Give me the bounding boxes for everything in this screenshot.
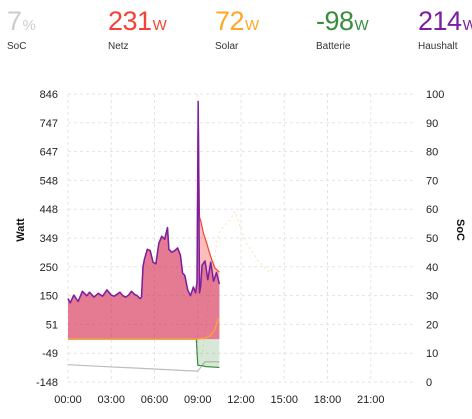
y2-tick-label: 30: [426, 291, 438, 303]
batterie-area: [68, 339, 220, 368]
y-tick-label: 747: [40, 118, 58, 130]
stat-haushalt[interactable]: 214W Haushalt: [418, 6, 472, 52]
y2-axis-title: SoC: [454, 219, 466, 241]
x-tick-label: 00:00: [54, 394, 82, 406]
netz-area: [68, 107, 220, 340]
stat-batterie[interactable]: -98W Batterie: [316, 6, 369, 52]
stat-netz[interactable]: 231W Netz: [108, 6, 167, 52]
stat-soc[interactable]: 7% SoC: [7, 6, 36, 52]
y-tick-label: 150: [40, 291, 58, 303]
x-tick-label: 15:00: [270, 394, 298, 406]
y-tick-label: 51: [46, 319, 58, 331]
y2-tick-label: 40: [426, 262, 438, 274]
y-tick-label: -148: [36, 377, 58, 389]
y2-tick-label: 80: [426, 147, 438, 159]
x-tick-label: 06:00: [141, 394, 169, 406]
soc-label: SoC: [7, 41, 27, 52]
haushalt-line: [67, 100, 221, 304]
soc-value: 7: [7, 6, 22, 36]
netz-unit: W: [152, 17, 167, 34]
y-tick-label: 448: [40, 204, 58, 216]
batterie-line: [68, 338, 220, 369]
x-tick-label: 18:00: [314, 394, 342, 406]
haushalt-area: [68, 101, 220, 340]
soc-line: [67, 361, 220, 372]
y2-tick-label: 10: [426, 348, 438, 360]
batterie-unit: W: [354, 17, 369, 34]
x-tick-label: 21:00: [357, 394, 385, 406]
batterie-value: -98: [316, 6, 354, 36]
y2-tick-label: 0: [426, 377, 432, 389]
y2-tick-label: 90: [426, 118, 438, 130]
grid-lines: [67, 93, 414, 383]
solarforecast-line: [201, 211, 275, 357]
y-tick-label: -49: [42, 348, 58, 360]
y2-tick-label: 100: [426, 89, 444, 101]
y2-tick-label: 20: [426, 319, 438, 331]
solar-label: Solar: [215, 41, 239, 52]
stat-solar[interactable]: 72W Solar: [215, 6, 259, 52]
soc-unit: %: [22, 17, 36, 34]
x-tick-label: 09:00: [184, 394, 212, 406]
haushalt-label: Haushalt: [418, 41, 458, 52]
y-tick-label: 250: [40, 262, 58, 274]
y-tick-label: 647: [40, 147, 58, 159]
y-tick-label: 846: [40, 89, 58, 101]
y2-tick-label: 60: [426, 204, 438, 216]
x-tick-label: 12:00: [227, 394, 255, 406]
solar-unit: W: [245, 17, 260, 34]
solar-line: [68, 317, 220, 340]
netz-label: Netz: [108, 41, 129, 52]
y2-tick-label: 70: [426, 175, 438, 187]
netz-value: 231: [108, 6, 152, 36]
batterie-label: Batterie: [316, 41, 351, 52]
haushalt-value: 214: [418, 6, 462, 36]
haushalt-unit: W: [462, 17, 472, 34]
solar-value: 72: [215, 6, 245, 36]
series-layer: [67, 100, 275, 372]
y-axis-title: Watt: [15, 218, 27, 242]
x-tick-label: 03:00: [97, 394, 125, 406]
y2-tick-label: 50: [426, 233, 438, 245]
y-tick-label: 349: [40, 233, 58, 245]
y-tick-label: 548: [40, 175, 58, 187]
